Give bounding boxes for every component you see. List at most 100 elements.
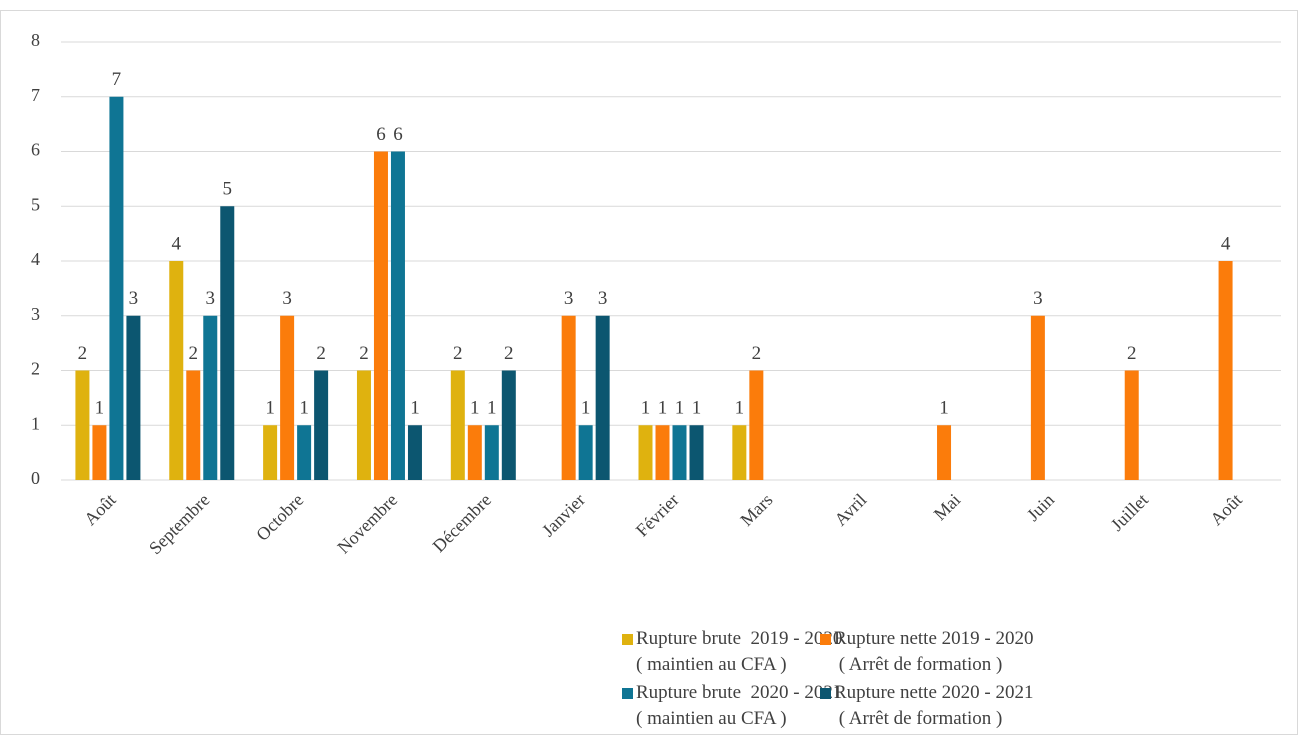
data-label: 4: [1221, 233, 1231, 254]
data-label: 7: [112, 69, 122, 90]
y-tick-label: 1: [31, 413, 40, 433]
x-tick-label: Février: [632, 490, 683, 541]
x-tick-label: Septembre: [145, 490, 214, 559]
data-label: 2: [78, 343, 88, 364]
bar: [937, 425, 952, 480]
bar: [749, 370, 764, 480]
data-label: 5: [223, 179, 233, 200]
data-label: 3: [598, 288, 608, 309]
data-label: 1: [692, 398, 702, 419]
bar: [314, 370, 329, 480]
data-label: 3: [129, 288, 139, 309]
bar: [689, 425, 704, 480]
data-label: 6: [376, 124, 386, 145]
data-label: 6: [393, 124, 403, 145]
bar: [655, 425, 670, 480]
bar: [1124, 370, 1139, 480]
legend-label: Rupture nette 2019 - 2020 ( Arrêt de for…: [834, 628, 1034, 675]
bar: [203, 315, 218, 480]
y-tick-label: 2: [31, 359, 40, 379]
bar: [220, 206, 235, 480]
data-label: 1: [95, 398, 105, 419]
data-label: 3: [206, 288, 216, 309]
x-tick-label: Août: [80, 490, 120, 530]
bar: [732, 425, 747, 480]
legend-item: Rupture nette 2020 - 2021 ( Arrêt de for…: [820, 680, 1033, 732]
data-label: 1: [939, 398, 949, 419]
legend-swatch: [820, 634, 831, 645]
y-tick-label: 8: [31, 30, 40, 50]
bar: [297, 425, 312, 480]
x-tick-label: Juillet: [1107, 490, 1152, 535]
x-tick-label: Janvier: [538, 490, 589, 541]
data-label: 1: [658, 398, 668, 419]
y-tick-label: 4: [31, 249, 40, 269]
legend-item: Rupture brute 2019 - 2020 ( maintien au …: [622, 626, 842, 678]
legend-swatch: [622, 634, 633, 645]
bar: [92, 425, 107, 480]
bar: [109, 96, 124, 480]
bar: [356, 370, 371, 480]
y-tick-label: 5: [31, 194, 40, 214]
x-tick-label: Mars: [736, 490, 776, 530]
x-tick-label: Août: [1206, 490, 1246, 530]
y-tick-label: 0: [31, 468, 40, 488]
data-label: 1: [470, 398, 480, 419]
x-tick-label: Avril: [830, 490, 870, 530]
y-tick-label: 6: [31, 140, 40, 160]
bar: [638, 425, 653, 480]
bar: [1030, 315, 1045, 480]
data-label: 1: [487, 398, 497, 419]
bar: [501, 370, 516, 480]
data-label: 1: [675, 398, 685, 419]
bar: [578, 425, 593, 480]
y-tick-label: 7: [31, 85, 40, 105]
data-label: 1: [299, 398, 309, 419]
data-label: 3: [282, 288, 292, 309]
legend-label: Rupture brute 2019 - 2020 ( maintien au …: [636, 628, 842, 675]
legend-item: Rupture brute 2020 - 2021 ( maintien au …: [622, 680, 842, 732]
bar: [672, 425, 687, 480]
bar: [450, 370, 465, 480]
data-label: 2: [453, 343, 463, 364]
bar: [1218, 261, 1233, 480]
bar: [169, 261, 184, 480]
data-label: 2: [752, 343, 762, 364]
bar: [126, 315, 141, 480]
data-label: 1: [410, 398, 420, 419]
data-label: 1: [581, 398, 591, 419]
bar: [561, 315, 576, 480]
bar: [75, 370, 90, 480]
bar: [263, 425, 278, 480]
bar: [186, 370, 201, 480]
data-label: 1: [735, 398, 745, 419]
bar: [595, 315, 610, 480]
legend-label: Rupture brute 2020 - 2021 ( maintien au …: [636, 682, 842, 729]
data-label: 2: [189, 343, 199, 364]
data-label: 4: [172, 233, 182, 254]
bar: [390, 151, 405, 480]
x-tick-label: Mai: [930, 490, 965, 525]
y-tick-label: 3: [31, 304, 40, 324]
legend-item: Rupture nette 2019 - 2020 ( Arrêt de for…: [820, 626, 1033, 678]
data-label: 3: [1033, 288, 1043, 309]
bar: [484, 425, 499, 480]
x-tick-label: Décembre: [429, 490, 495, 556]
bar: [280, 315, 295, 480]
data-label: 2: [359, 343, 369, 364]
legend-swatch: [622, 688, 633, 699]
bar: [407, 425, 422, 480]
x-tick-label: Octobre: [252, 490, 307, 545]
data-label: 2: [504, 343, 514, 364]
x-tick-label: Novembre: [333, 490, 401, 558]
bar: [373, 151, 388, 480]
data-label: 3: [564, 288, 574, 309]
x-tick-label: Juin: [1023, 490, 1058, 525]
legend-label: Rupture nette 2020 - 2021 ( Arrêt de for…: [834, 682, 1034, 729]
bar: [467, 425, 482, 480]
data-label: 1: [641, 398, 651, 419]
data-label: 1: [265, 398, 275, 419]
data-label: 2: [1127, 343, 1137, 364]
